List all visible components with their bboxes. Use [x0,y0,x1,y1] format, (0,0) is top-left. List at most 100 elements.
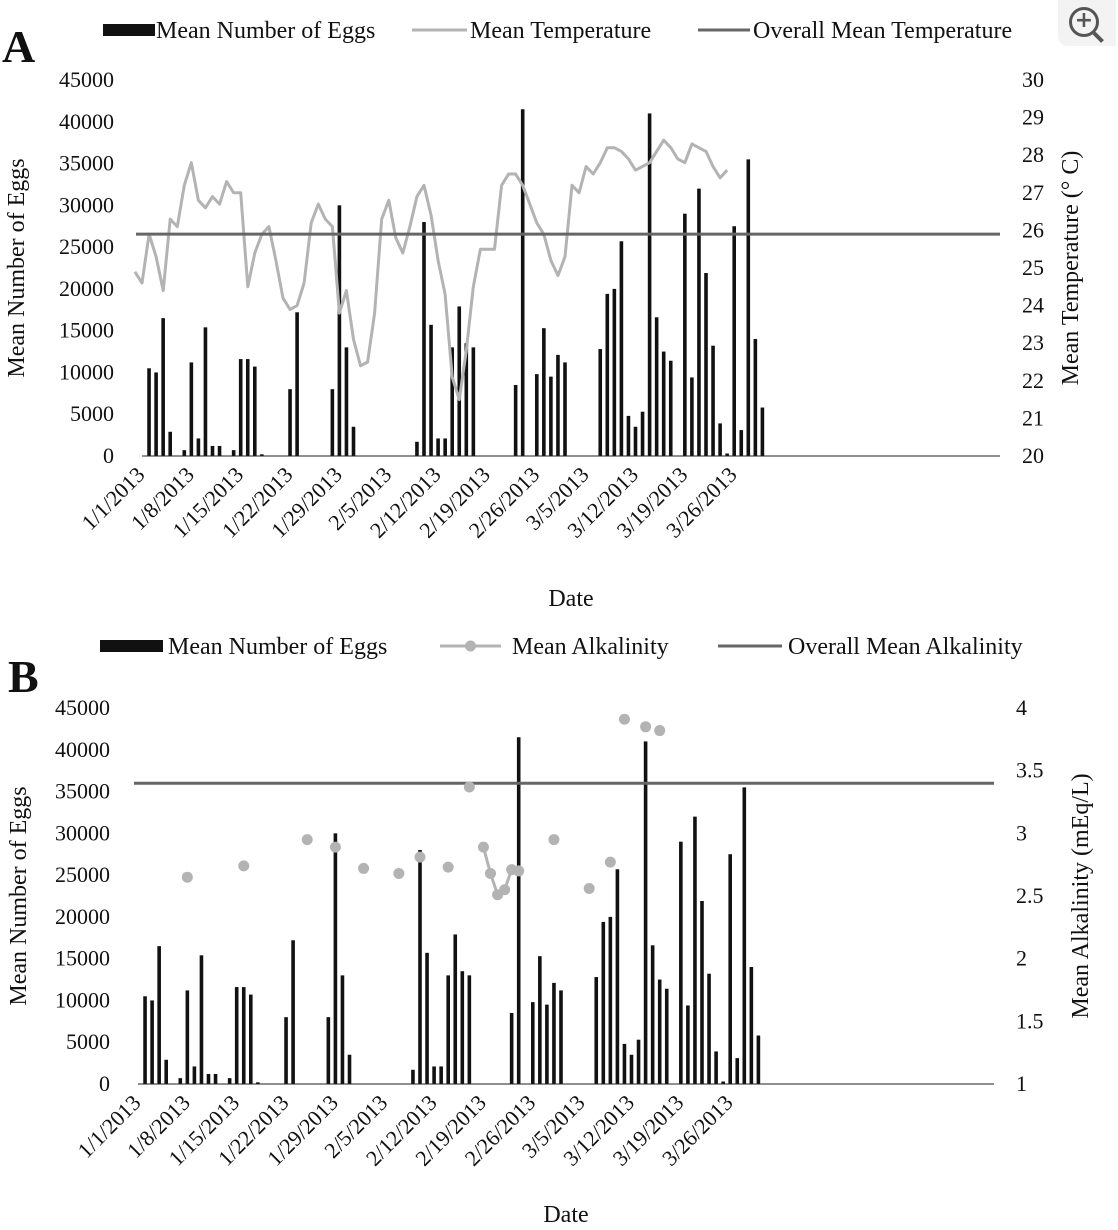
egg-bar [664,988,669,1084]
egg-bar [556,354,560,456]
egg-bars [147,109,765,456]
y2-tick-label: 27 [1022,180,1044,205]
y-tick-label: 30000 [59,192,114,217]
egg-bar [154,372,158,456]
egg-bar [513,384,518,456]
egg-bar [640,411,645,456]
alkalinity-point [499,884,511,896]
y2-tick-label: 26 [1022,217,1044,242]
legend-label: Overall Mean Temperature [753,18,1012,44]
egg-bar [291,940,295,1084]
egg-bar [422,222,426,456]
alkalinity-point [604,856,616,868]
alkalinity-point [329,841,341,853]
y-tick-label: 35000 [59,151,114,176]
egg-bar [210,445,215,456]
y-tick-label: 5000 [70,401,114,426]
egg-bar [253,366,257,456]
egg-bar [284,1017,288,1084]
temperature-line [133,138,729,402]
alkalinity-point [358,862,370,874]
egg-bar [707,973,711,1084]
egg-bar [189,362,194,456]
y2-tick-label: 23 [1022,330,1044,355]
egg-bar [697,188,701,456]
egg-bar [464,343,469,456]
alkalinity-point [618,713,630,725]
egg-bar [615,869,620,1084]
egg-bar [227,1078,232,1084]
y2-tick-label: 24 [1022,293,1044,318]
egg-bar [288,389,292,456]
y-tick-label: 15000 [59,318,114,343]
y-tick-label: 30000 [55,820,110,845]
egg-bar [249,994,253,1084]
alkalinity-point [548,834,560,846]
egg-bar [168,431,172,456]
y-tick-label: 20000 [55,904,110,929]
egg-bar [693,816,697,1084]
egg-bar [718,423,722,456]
egg-bar [241,987,246,1084]
y-tick-label: 35000 [55,779,110,804]
egg-bar [231,450,236,456]
egg-bar [192,1066,197,1084]
egg-bar [460,971,465,1084]
y2-tick-label: 21 [1022,405,1044,430]
alkalinity-point [238,860,250,872]
egg-bar [164,1059,168,1084]
egg-bar [411,1069,415,1084]
egg-bar [608,916,613,1084]
egg-bar [337,205,342,456]
egg-bar [147,368,151,456]
egg-bar [552,982,556,1084]
egg-bar [679,841,683,1084]
legend: Mean Number of Eggs Mean Temperature Overa… [103,18,1012,44]
egg-bar [439,1066,443,1084]
egg-bar [516,737,521,1084]
egg-bar [605,293,610,456]
y2-tick-label: 2 [1016,946,1027,971]
egg-bar [619,241,624,456]
y-axis-title: Mean Number of Eggs [4,158,30,377]
egg-bar [626,415,631,456]
egg-bar [161,318,165,456]
egg-bar [425,952,429,1084]
y2-tick-label: 3 [1016,820,1027,845]
y-tick-label: 45000 [59,67,114,92]
egg-bar [735,1058,740,1084]
legend-swatch-bar [100,640,163,652]
legend-label: Mean Number of Eggs [168,634,387,660]
legend-label: Mean Temperature [470,18,651,44]
egg-bar [157,946,161,1084]
egg-bar [657,979,662,1084]
legend-swatch-bar [103,24,155,36]
egg-bar [429,324,433,456]
alkalinity-point [485,867,496,879]
egg-bar [453,934,458,1084]
y-tick-label: 15000 [55,946,110,971]
egg-bar [260,454,264,456]
egg-bar [732,226,736,456]
y-axis-title: Mean Number of Eggs [6,786,32,1005]
egg-bar [746,159,751,456]
egg-bar [471,347,476,456]
egg-bar [217,445,222,456]
zoom-in-button[interactable]: + [1058,0,1116,46]
zoom-in-icon [1069,7,1099,37]
egg-bar [690,377,694,456]
y2-tick-label: 3.5 [1016,758,1044,783]
egg-bar [760,407,765,456]
alkalinity-point [640,721,652,733]
alkalinity-point [463,781,475,793]
x-axis-title: Date [548,586,593,612]
egg-bar [213,1073,218,1084]
egg-bar [203,327,208,456]
egg-bar [333,833,338,1084]
egg-bar [295,312,299,456]
y2-tick-label: 20 [1022,443,1044,468]
egg-bar [196,438,201,456]
egg-bar [330,389,335,456]
egg-bar [457,306,462,456]
egg-bar [622,1043,627,1084]
